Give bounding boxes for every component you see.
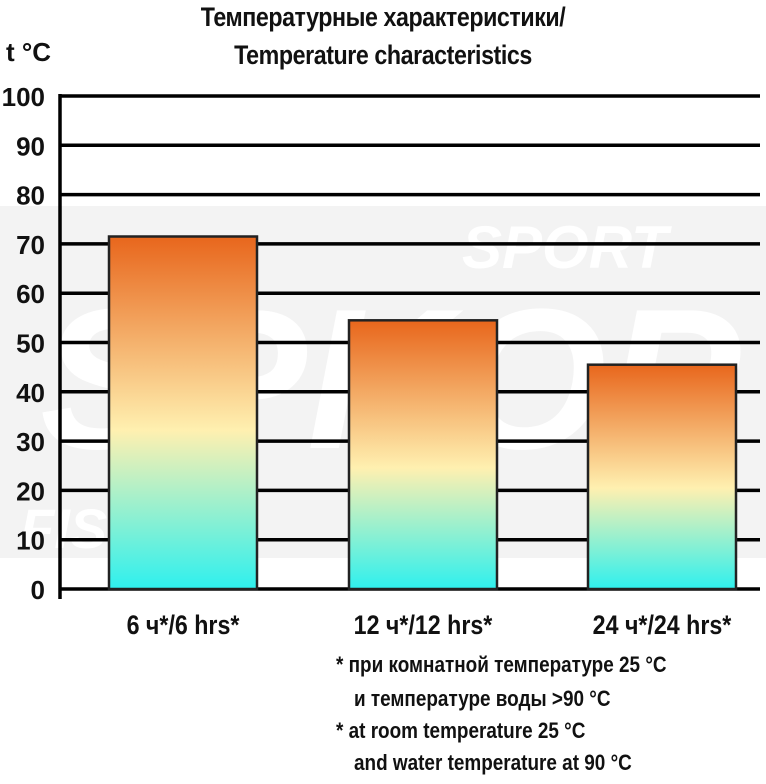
footnote-en-line-2: and water temperature at 90 °C xyxy=(354,750,632,775)
x-tick-label: 12 ч*/12 hrs* xyxy=(354,610,493,640)
chart-title-ru: Температурные характеристики/ xyxy=(200,2,566,32)
chart-title-en: Temperature characteristics xyxy=(234,40,532,70)
y-tick-label: 100 xyxy=(2,82,45,112)
y-tick-label: 50 xyxy=(16,329,45,359)
footnote-ru-line-2: и температуре воды >90 °C xyxy=(354,686,611,711)
bar xyxy=(107,235,259,591)
footnote-ru-line-1: * при комнатной температуре 25 °C xyxy=(336,652,667,677)
y-tick-label: 60 xyxy=(16,279,45,309)
y-tick-label: 20 xyxy=(16,476,45,506)
bar xyxy=(586,363,738,591)
watermark-sport: SPORT xyxy=(462,214,672,281)
bar xyxy=(347,319,499,591)
y-axis-unit-label: t °C xyxy=(6,37,52,67)
y-tick-label: 70 xyxy=(16,230,45,260)
y-tick-label: 40 xyxy=(16,378,45,408)
x-tick-label: 6 ч*/6 hrs* xyxy=(127,610,240,640)
bar-chart: SPORTSPKOPFISH01020304050607080901006 ч*… xyxy=(0,82,766,640)
y-tick-label: 10 xyxy=(16,526,45,556)
y-tick-label: 90 xyxy=(16,131,45,161)
y-tick-label: 30 xyxy=(16,427,45,457)
y-tick-label: 0 xyxy=(31,575,45,605)
x-tick-label: 24 ч*/24 hrs* xyxy=(593,610,732,640)
y-tick-label: 80 xyxy=(16,181,45,211)
footnote-en-line-1: * at room temperature 25 °C xyxy=(336,718,586,743)
